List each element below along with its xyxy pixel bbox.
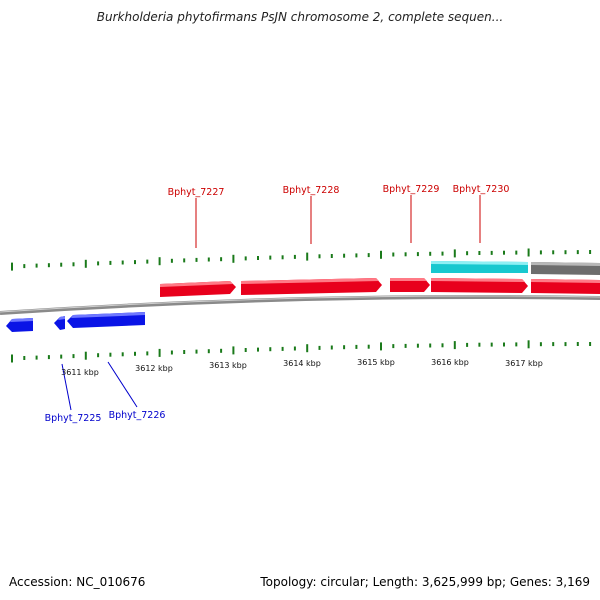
forward-gene-bphyt-7227[interactable] — [160, 281, 236, 297]
forward-gene-bphyt-7229[interactable] — [390, 278, 430, 292]
reverse-gene-partial[interactable] — [6, 318, 33, 332]
forward-gene-bphyt-7228[interactable] — [241, 278, 382, 295]
chromosome-backbone — [0, 297, 600, 313]
scale-label-3615: 3615 kbp — [357, 358, 395, 367]
gene-label-bphyt-7225[interactable]: Bphyt_7225 — [45, 413, 102, 424]
forward-gene-next[interactable] — [531, 279, 600, 294]
scale-label-3612: 3612 kbp — [135, 364, 173, 373]
genome-stats-text: Topology: circular; Length: 3,625,999 bp… — [260, 575, 590, 589]
forward-gene-bphyt-7230[interactable] — [431, 278, 528, 293]
gene-label-bphyt-7227[interactable]: Bphyt_7227 — [168, 187, 225, 198]
scale-label-3613: 3613 kbp — [209, 361, 247, 370]
label-leaders — [62, 195, 480, 410]
rna-feature[interactable] — [431, 261, 528, 273]
scale-label-3614: 3614 kbp — [283, 359, 321, 368]
scale-label-3611: 3611 kbp — [61, 368, 99, 377]
accession-text: Accession: NC_010676 — [9, 575, 145, 589]
other-feature[interactable] — [531, 262, 600, 275]
gene-label-bphyt-7228[interactable]: Bphyt_7228 — [283, 185, 340, 196]
gene-label-bphyt-7226[interactable]: Bphyt_7226 — [109, 410, 166, 421]
scale-label-3617: 3617 kbp — [505, 359, 543, 368]
gene-label-bphyt-7230[interactable]: Bphyt_7230 — [453, 184, 510, 195]
reverse-gene-bphyt-7225[interactable] — [54, 316, 65, 330]
scale-label-3616: 3616 kbp — [431, 358, 469, 367]
gene-label-bphyt-7229[interactable]: Bphyt_7229 — [383, 184, 440, 195]
reverse-gene-bphyt-7226[interactable] — [67, 312, 145, 328]
